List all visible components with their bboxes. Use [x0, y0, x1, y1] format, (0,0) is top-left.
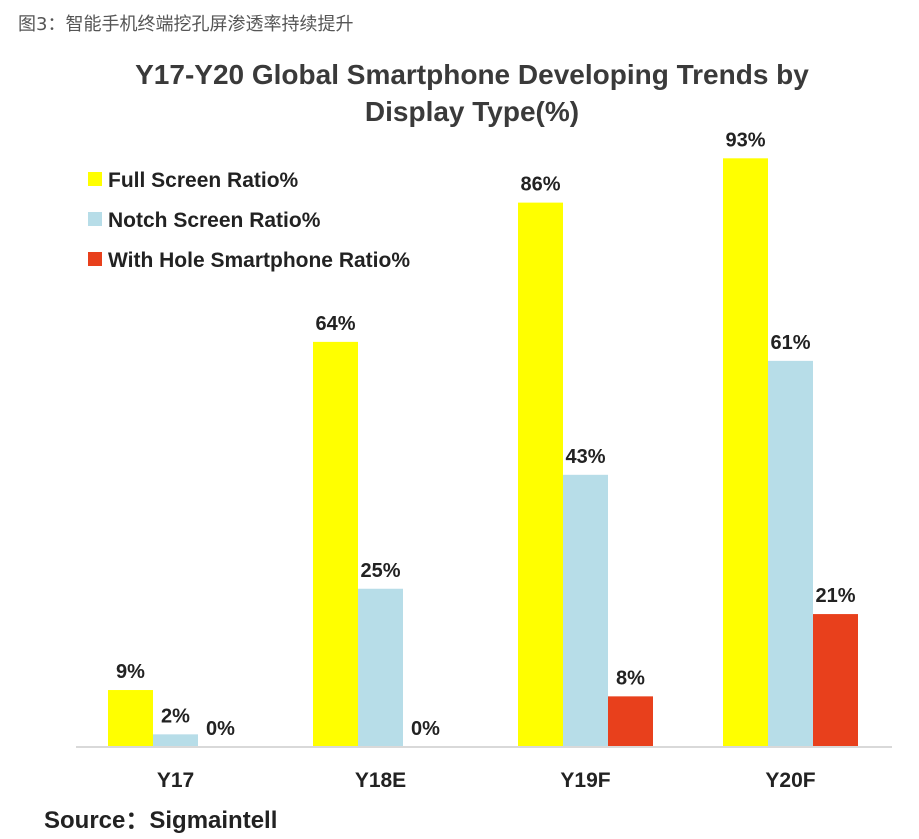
- data-label: 0%: [206, 718, 235, 740]
- bar: [153, 734, 198, 747]
- data-label: 64%: [315, 313, 355, 335]
- chart-title: Y17-Y20 Global Smartphone Developing Tre…: [135, 59, 809, 127]
- legend-label: With Hole Smartphone Ratio%: [108, 249, 410, 272]
- x-tick-label: Y20F: [765, 769, 815, 792]
- data-label: 8%: [616, 667, 645, 689]
- bar: [608, 696, 653, 747]
- legend-label: Full Screen Ratio%: [108, 169, 299, 192]
- chart-title-line: Display Type(%): [365, 96, 579, 127]
- x-axis: Y17 Y18E Y19F Y20F: [76, 746, 892, 792]
- legend-swatch: [88, 172, 102, 186]
- bar: [518, 202, 563, 747]
- data-label: 93%: [725, 129, 765, 151]
- x-tick-label: Y19F: [560, 769, 610, 792]
- data-label: 86%: [520, 174, 560, 196]
- bar: [813, 614, 858, 747]
- figure-caption: 图3：智能手机终端挖孔屏渗透率持续提升: [18, 14, 354, 35]
- data-label: 0%: [411, 718, 440, 740]
- data-label: 61%: [770, 332, 810, 354]
- legend-label: Notch Screen Ratio%: [108, 209, 321, 232]
- bar: [358, 588, 403, 747]
- legend-swatch: [88, 252, 102, 266]
- chart-legend: Full Screen Ratio% Notch Screen Ratio% Wit…: [88, 169, 410, 272]
- data-labels: 9% 2% 0% 64% 25% 0% 86% 43% 8% 93% 61% 21%: [116, 129, 856, 740]
- bars: [108, 158, 858, 747]
- data-label: 2%: [161, 705, 190, 727]
- bar: [723, 158, 768, 747]
- data-label: 25%: [360, 560, 400, 582]
- data-label: 43%: [565, 446, 605, 468]
- source-note: Source：Sigmaintell: [44, 807, 278, 834]
- bar: [768, 360, 813, 747]
- legend-swatch: [88, 212, 102, 226]
- x-tick-label: Y17: [157, 769, 194, 792]
- bar: [108, 690, 153, 747]
- data-label: 21%: [815, 585, 855, 607]
- chart-title-line: Y17-Y20 Global Smartphone Developing Tre…: [135, 59, 809, 90]
- bar: [313, 341, 358, 747]
- x-tick-label: Y18E: [355, 769, 406, 792]
- data-label: 9%: [116, 661, 145, 683]
- bar: [563, 474, 608, 747]
